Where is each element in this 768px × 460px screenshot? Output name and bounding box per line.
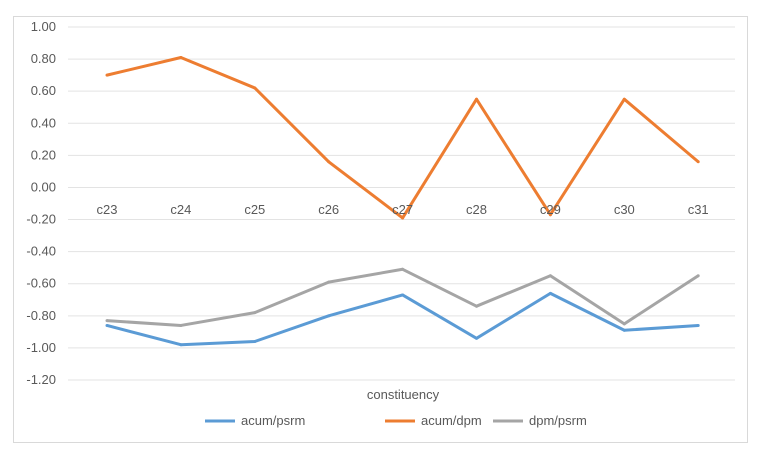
data-point (622, 322, 626, 326)
data-point (179, 55, 183, 59)
y-tick-label: -0.80 (26, 308, 56, 323)
data-point (327, 160, 331, 164)
data-point (179, 323, 183, 327)
data-point (253, 86, 257, 90)
x-tick-label: c30 (614, 202, 635, 217)
y-tick-label: 0.60 (31, 83, 56, 98)
data-point (105, 323, 109, 327)
legend-label: acum/dpm (421, 413, 482, 428)
x-tick-label: c27 (392, 202, 413, 217)
data-point (401, 216, 405, 220)
y-tick-label: 0.80 (31, 51, 56, 66)
data-point (327, 314, 331, 318)
data-point (548, 274, 552, 278)
y-tick-label: -0.60 (26, 276, 56, 291)
x-tick-label: c28 (466, 202, 487, 217)
data-point (253, 339, 257, 343)
data-point (179, 343, 183, 347)
y-tick-label: -0.20 (26, 212, 56, 227)
x-tick-label: c29 (540, 202, 561, 217)
data-point (696, 160, 700, 164)
data-point (475, 304, 478, 308)
data-point (622, 97, 626, 101)
x-axis-title: constituency (367, 387, 440, 402)
y-tick-label: -0.40 (26, 244, 56, 259)
y-tick-label: 1.00 (31, 19, 56, 34)
data-point (696, 274, 700, 278)
x-tick-label: c25 (244, 202, 265, 217)
data-point (622, 328, 626, 332)
x-tick-label: c31 (688, 202, 709, 217)
data-point (401, 293, 405, 297)
data-point (475, 336, 478, 340)
data-point (253, 311, 257, 315)
y-tick-label: 0.00 (31, 179, 56, 194)
chart-frame (13, 16, 748, 443)
data-point (327, 280, 331, 284)
data-point (401, 267, 405, 271)
legend-label: dpm/psrm (529, 413, 587, 428)
series-line-dpm-psrm (106, 267, 700, 327)
data-point (548, 213, 552, 217)
y-tick-label: -1.20 (26, 372, 56, 387)
y-tick-label: -1.00 (26, 340, 56, 355)
x-tick-label: c24 (170, 202, 191, 217)
x-tick-label: c26 (318, 202, 339, 217)
series-line-acum-psrm (106, 291, 699, 347)
data-point (105, 319, 109, 323)
data-point (105, 73, 109, 77)
y-tick-label: 0.40 (31, 115, 56, 130)
data-point (548, 291, 552, 295)
x-tick-label: c23 (97, 202, 118, 217)
y-tick-label: 0.20 (31, 147, 56, 162)
data-point (696, 323, 700, 327)
series-line-acum-dpm (106, 55, 700, 220)
data-point (475, 97, 478, 101)
legend-label: acum/psrm (241, 413, 305, 428)
